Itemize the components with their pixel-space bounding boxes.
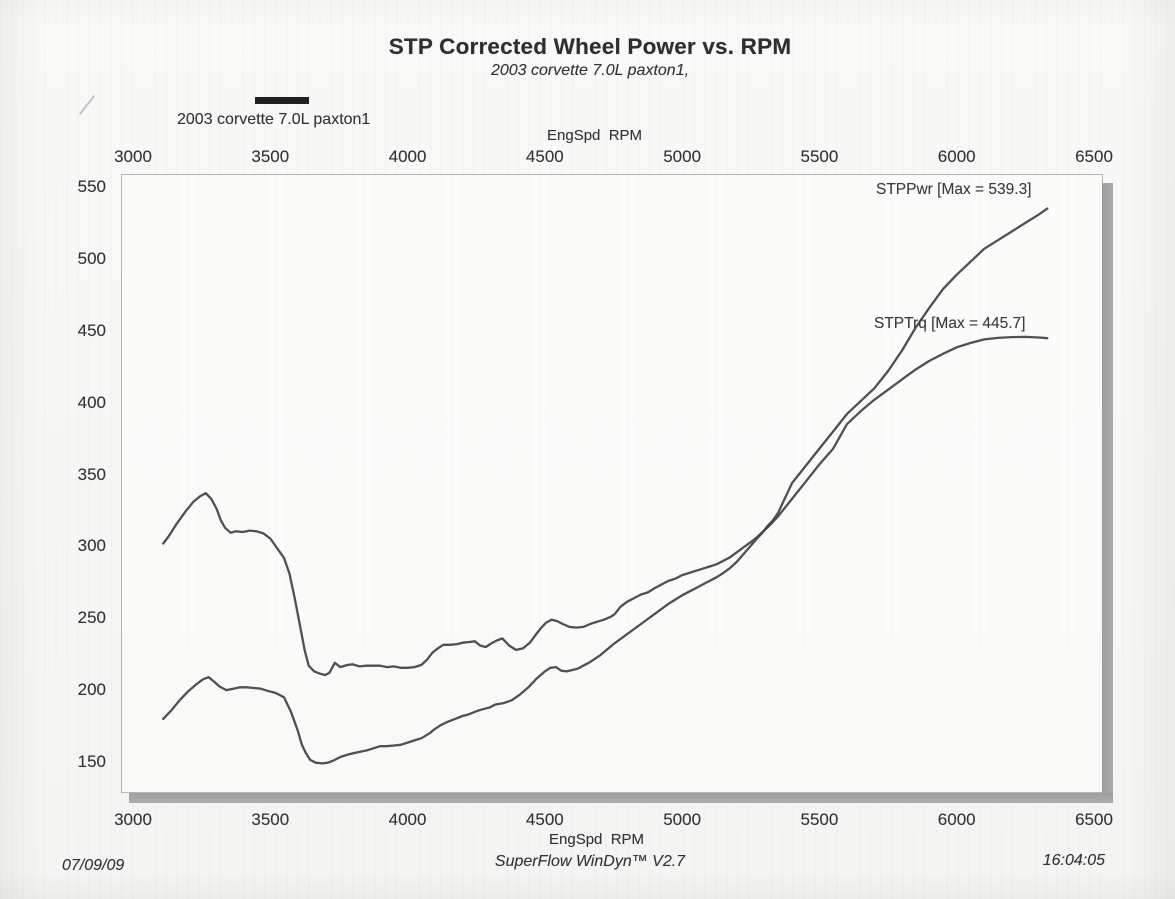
x-tick-label: 3500 — [251, 147, 290, 166]
x-tick-label: 4000 — [388, 810, 427, 829]
legend-label: 2003 corvette 7.0L paxton1 — [177, 111, 371, 128]
y-tick-label: 150 — [77, 752, 106, 771]
footer-date: 07/09/09 — [62, 857, 125, 874]
legend-swatch — [255, 97, 309, 104]
x-axis-bottom-label: EngSpd RPM — [549, 831, 645, 848]
scan-shadow-right — [1102, 183, 1113, 803]
x-axis-top-label: EngSpd RPM — [547, 127, 643, 144]
power-curve-annotation: STPPwr [Max = 539.3] — [876, 181, 1032, 198]
x-tick-label: 6500 — [1075, 147, 1113, 166]
x-tick-label: 6000 — [937, 147, 976, 166]
y-tick-label: 250 — [77, 608, 106, 628]
x-tick-label: 3500 — [251, 810, 290, 829]
y-tick-label: 300 — [77, 536, 106, 556]
y-tick-label: 450 — [77, 320, 106, 340]
y-tick-label: 400 — [77, 392, 106, 412]
y-tick-label: 350 — [77, 464, 106, 484]
x-tick-label: 4500 — [525, 810, 564, 829]
x-tick-label: 5000 — [663, 147, 702, 166]
x-tick-label: 5500 — [800, 810, 839, 829]
scan-scratch-mark — [78, 94, 96, 116]
chart-title: STP Corrected Wheel Power vs. RPM — [388, 34, 792, 59]
y-tick-label: 200 — [77, 680, 106, 700]
x-tick-label: 3000 — [114, 810, 152, 829]
scan-shadow-bottom — [129, 793, 1113, 803]
y-tick-label: 500 — [77, 248, 106, 268]
footer-time: 16:04:05 — [1042, 852, 1105, 869]
torque-curve-annotation: STPTrq [Max = 445.7] — [874, 315, 1026, 332]
x-tick-label: 4500 — [525, 147, 564, 166]
plot-area — [121, 174, 1103, 793]
x-tick-label: 4000 — [388, 147, 427, 166]
x-tick-label: 6000 — [937, 810, 976, 829]
x-tick-label: 5000 — [663, 810, 702, 829]
y-tick-label: 550 — [77, 177, 106, 196]
x-tick-label: 5500 — [800, 147, 839, 166]
x-tick-label: 6500 — [1075, 810, 1113, 829]
x-tick-label: 3000 — [114, 147, 152, 166]
footer-software: SuperFlow WinDyn™ V2.7 — [494, 853, 686, 870]
chart-subtitle: 2003 corvette 7.0L paxton1, — [490, 62, 690, 79]
